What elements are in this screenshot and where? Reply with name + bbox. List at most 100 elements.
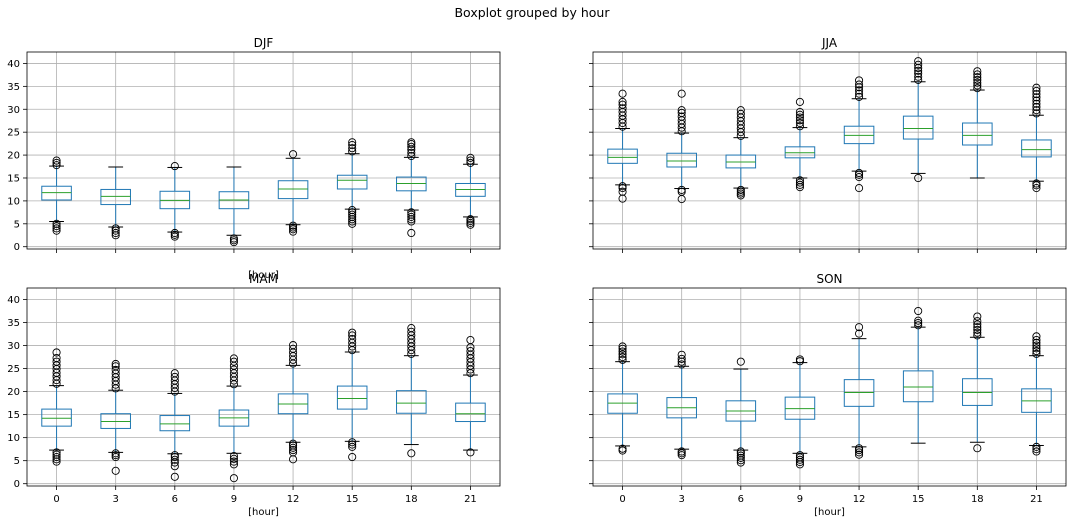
flier-point: [289, 344, 298, 353]
box-hour-0: [41, 156, 72, 235]
flier-point: [1032, 106, 1041, 115]
flier-point: [170, 162, 179, 171]
flier-point: [973, 84, 982, 93]
flier-point: [407, 210, 416, 219]
flier-point: [229, 357, 238, 366]
flier-point: [973, 325, 982, 334]
x-axis-label: [hour]: [814, 507, 845, 518]
flier-point: [466, 347, 475, 356]
flier-point: [289, 227, 298, 236]
flier-point: [348, 452, 357, 462]
flier-point: [855, 184, 864, 193]
box-iqr: [336, 385, 368, 410]
flier-point: [855, 92, 864, 101]
box-hour-15: [336, 138, 368, 228]
flier-point: [914, 306, 923, 316]
flier-point: [855, 89, 864, 98]
box-hour-3: [100, 166, 131, 240]
flier-point: [795, 451, 804, 460]
flier-point: [1032, 338, 1041, 347]
flier-point: [973, 328, 982, 337]
flier-point: [229, 460, 238, 469]
panel-title: DJF: [254, 36, 274, 50]
flier-point: [289, 443, 298, 452]
flier-point: [795, 455, 804, 464]
flier-point: [618, 89, 627, 98]
flier-point: [677, 89, 686, 98]
flier-point: [52, 450, 61, 459]
flier-point: [111, 224, 120, 233]
box-hour-6: [725, 106, 757, 200]
flier-point: [795, 97, 804, 106]
box-iqr: [902, 370, 934, 403]
flier-point: [618, 444, 627, 453]
flier-point: [289, 446, 298, 455]
flier-point: [795, 355, 804, 364]
x-tick-label: 12: [853, 494, 866, 505]
flier-point: [795, 176, 804, 185]
flier-point: [407, 138, 416, 147]
flier-point: [973, 444, 982, 453]
x-tick-label: 12: [287, 494, 300, 505]
flier-point: [914, 75, 923, 84]
flier-point: [52, 224, 61, 233]
axes-frame: [26, 51, 501, 250]
box-hour-0: [41, 348, 72, 466]
y-tick-label: 40: [7, 295, 20, 306]
flier-point: [170, 451, 179, 460]
x-tick-label: 9: [797, 494, 803, 505]
box-hour-6: [725, 357, 757, 467]
flier-point: [289, 150, 298, 159]
subplot-panels: 0510152025303540DJF[hour]JJA051015202530…: [7, 36, 1067, 518]
flier-point: [973, 67, 982, 76]
x-axis-label: [hour]: [248, 507, 279, 518]
box-iqr: [277, 180, 309, 200]
flier-point: [736, 451, 745, 460]
flier-point: [973, 320, 982, 329]
axes-frame: [26, 287, 501, 487]
x-tick-label: 3: [679, 494, 685, 505]
flier-point: [618, 347, 627, 356]
flier-point: [795, 118, 804, 128]
y-tick-label: 20: [7, 387, 20, 398]
box-hour-21: [1021, 332, 1052, 456]
flier-point: [348, 206, 357, 215]
flier-point: [170, 462, 179, 471]
flier-point: [677, 447, 686, 456]
flier-point: [229, 365, 238, 374]
flier-point: [1032, 332, 1041, 341]
flier-point: [855, 444, 864, 453]
flier-point: [914, 173, 923, 183]
box-hour-12: [277, 341, 309, 464]
flier-point: [407, 449, 416, 458]
flier-point: [170, 228, 179, 238]
flier-point: [111, 466, 120, 475]
box-hour-15: [902, 306, 934, 444]
box-iqr: [455, 402, 486, 423]
flier-point: [973, 331, 982, 340]
x-tick-label: 3: [113, 494, 119, 505]
flier-point: [914, 321, 923, 330]
flier-point: [466, 215, 475, 224]
y-tick-label: 15: [7, 173, 20, 184]
flier-point: [52, 357, 61, 366]
flier-point: [618, 97, 627, 106]
y-tick-label: 5: [14, 456, 20, 467]
flier-point: [618, 187, 627, 196]
box-hour-9: [218, 166, 250, 247]
flier-point: [855, 86, 864, 95]
flier-point: [407, 212, 416, 221]
flier-point: [677, 350, 686, 359]
x-tick-label: 18: [405, 494, 418, 505]
x-axis-label: [hour]: [248, 270, 279, 281]
flier-point: [1032, 83, 1041, 92]
flier-point: [229, 474, 238, 483]
flier-point: [736, 109, 745, 118]
flier-point: [973, 323, 982, 332]
flier-point: [795, 453, 804, 462]
x-tick-label: 6: [738, 494, 744, 505]
flier-point: [289, 341, 298, 350]
flier-point: [407, 208, 416, 217]
